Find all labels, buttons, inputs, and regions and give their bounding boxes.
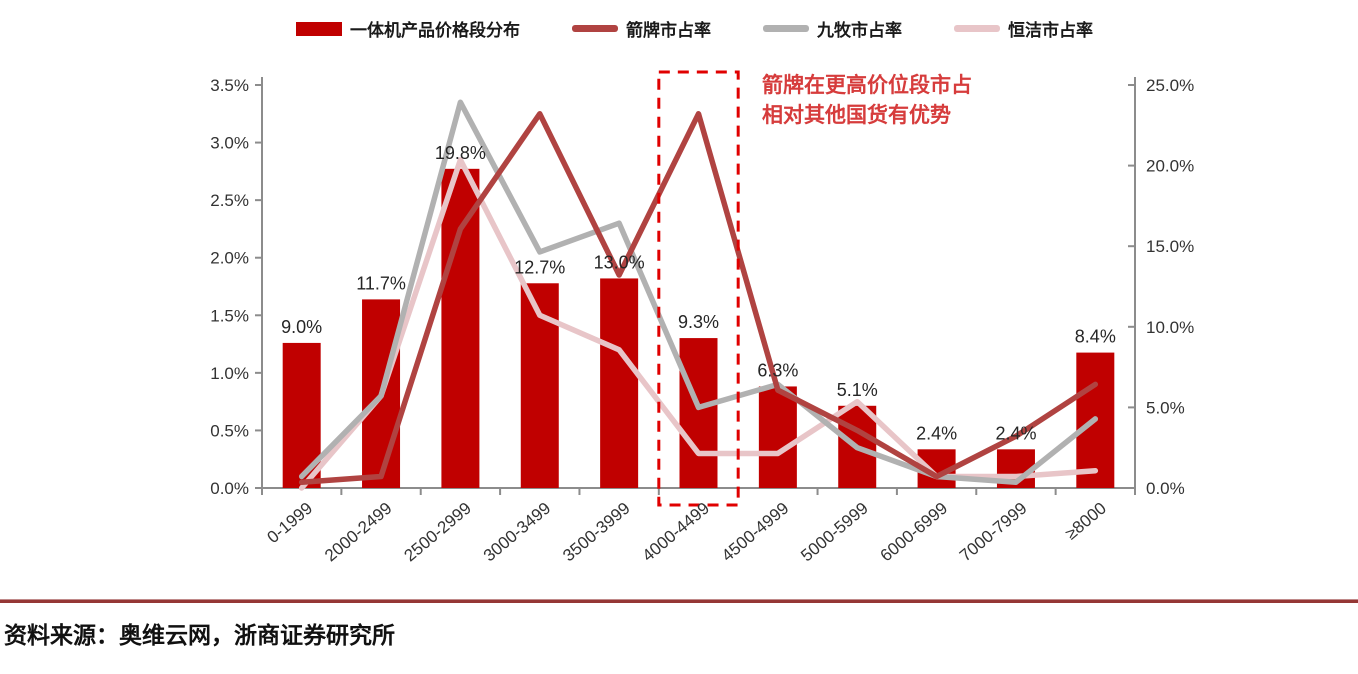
x-tick-label: 3500-3999 (559, 499, 634, 566)
svg-text:25.0%: 25.0% (1146, 76, 1194, 95)
bar-label: 9.3% (678, 312, 719, 332)
legend-swatch-jiumu-icon (763, 25, 809, 32)
bar-label: 11.7% (356, 273, 406, 293)
legend-swatch-hengjie-icon (954, 25, 1000, 32)
line-九牧市占率 (298, 99, 1099, 485)
x-tick-label: ≥8000 (1062, 499, 1110, 544)
svg-text:3.5%: 3.5% (210, 76, 249, 95)
svg-text:1.0%: 1.0% (210, 364, 249, 383)
x-tick-label: 4500-4999 (718, 499, 793, 566)
legend-item-jiumu-share: 九牧市占率 (763, 16, 902, 41)
legend-item-jianpai-share: 箭牌市占率 (572, 16, 711, 41)
svg-text:15.0%: 15.0% (1146, 237, 1194, 256)
bar-label: 19.8% (435, 143, 486, 163)
annotation-line-1: 箭牌在更高价位段市占 (762, 73, 972, 97)
x-tick-label: 2000-2499 (321, 499, 396, 566)
legend-item-hengjie-share: 恒洁市占率 (954, 16, 1093, 41)
x-tick-label: 2500-2999 (400, 499, 475, 566)
svg-text:3.0%: 3.0% (210, 134, 249, 153)
x-tick-label: 6000-6999 (877, 499, 952, 566)
x-tick-label: 3000-3499 (480, 499, 555, 566)
bar-series (282, 168, 1115, 488)
bar (758, 386, 797, 488)
x-tick-label: 7000-7999 (956, 499, 1031, 566)
svg-text:20.0%: 20.0% (1146, 157, 1194, 176)
bar-label: 9.0% (281, 317, 322, 337)
axes: 0.0% 0.5% 1.0% 1.5% 2.0% 2.5% 3.0% 3.5% 0.0% 5.0%… (210, 76, 1194, 498)
chart-annotation: 箭牌在更高价位段市占 相对其他国货有优势 (762, 70, 972, 130)
source-text: 资料来源：奥维云网，浙商证券研究所 (4, 623, 395, 648)
svg-text:0.0%: 0.0% (1146, 479, 1185, 498)
bar-label: 2.4% (995, 423, 1036, 443)
bar-label: 13.0% (594, 252, 645, 272)
x-tick-label: 0-1999 (263, 499, 316, 548)
x-tick-label: 4000-4499 (639, 499, 714, 566)
legend-label: 箭牌市占率 (626, 21, 711, 40)
bar-label: 2.4% (916, 423, 957, 443)
bar-label: 8.4% (1075, 327, 1116, 347)
svg-text:0.0%: 0.0% (210, 479, 249, 498)
svg-text:0.5%: 0.5% (210, 421, 249, 440)
chart-canvas: 0.0% 0.5% 1.0% 1.5% 2.0% 2.5% 3.0% 3.5% 0.0% 5.0%… (210, 70, 1194, 566)
svg-text:1.5%: 1.5% (210, 306, 249, 325)
svg-text:2.5%: 2.5% (210, 191, 249, 210)
x-tick-label: 5000-5999 (797, 499, 872, 566)
bar-label: 5.1% (837, 380, 878, 400)
bar-label: 12.7% (514, 257, 565, 277)
svg-text:5.0%: 5.0% (1146, 398, 1185, 417)
bar-label: 6.3% (757, 360, 798, 380)
x-axis-labels: 0-1999 2000-2499 2500-2999 3000-3499 3500-39… (263, 499, 1109, 566)
svg-text:2.0%: 2.0% (210, 249, 249, 268)
highlight-box (657, 70, 740, 507)
bar-labels: 9.0% 11.7% 19.8% 12.7% 13.0% 9.3% 6.3% 5.1% 2.4%… (281, 143, 1116, 443)
bar (600, 278, 639, 488)
legend-item-price-distribution: 一体机产品价格段分布 (296, 16, 520, 41)
legend-label: 九牧市占率 (817, 21, 902, 40)
legend-label: 一体机产品价格段分布 (350, 21, 520, 40)
legend-swatch-bar-icon (296, 21, 342, 36)
svg-text:10.0%: 10.0% (1146, 318, 1194, 337)
bar (441, 168, 480, 488)
bar (679, 338, 718, 488)
line-箭牌市占率 (298, 111, 1099, 485)
legend-swatch-jianpai-icon (572, 25, 618, 32)
divider-rule (0, 599, 1358, 603)
legend-label: 恒洁市占率 (1008, 21, 1093, 40)
annotation-line-2: 相对其他国货有优势 (762, 103, 951, 127)
chart-legend: 一体机产品价格段分布 箭牌市占率 九牧市占率 恒洁市占率 (296, 16, 1093, 41)
